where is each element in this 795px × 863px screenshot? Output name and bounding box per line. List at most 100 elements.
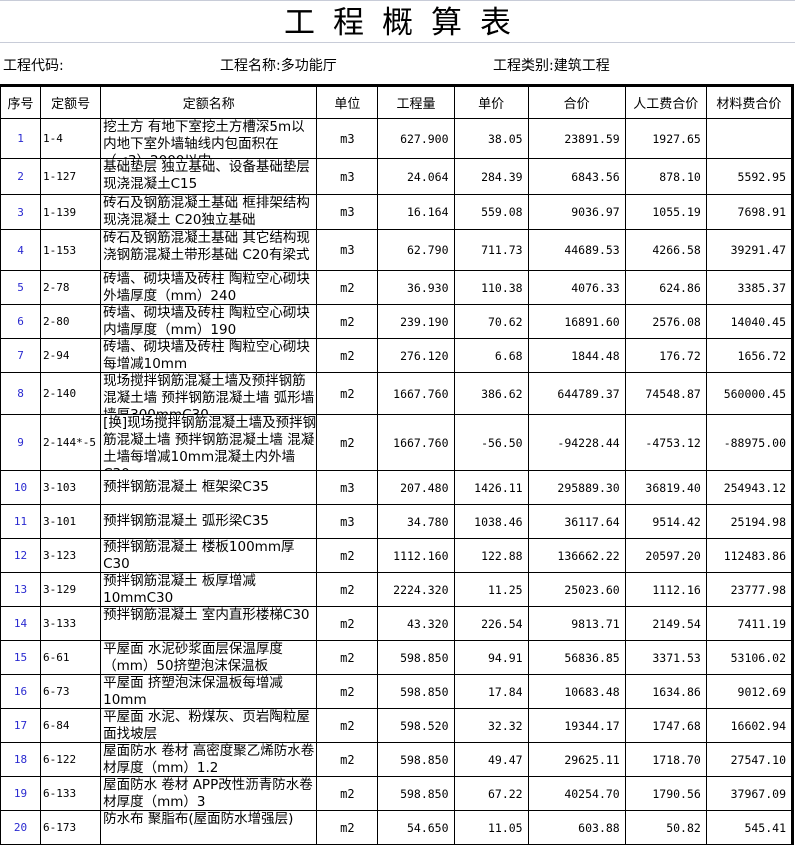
cell-name[interactable]: [换]现场搅拌钢筋混凝土墙及预拌钢筋混凝土墙 预拌钢筋混凝土墙 混凝土墙每增减1… <box>100 414 318 471</box>
cell-price[interactable]: 17.84 <box>453 674 529 709</box>
cell-seq[interactable]: 4 <box>0 229 42 271</box>
cell-unit[interactable]: m2 <box>316 674 379 709</box>
cell-code[interactable]: 6-173 <box>40 810 102 845</box>
cell-qty[interactable]: 43.320 <box>377 606 455 641</box>
cell-price[interactable]: 6.68 <box>453 338 529 373</box>
cell-total[interactable]: 6843.56 <box>527 158 626 195</box>
cell-seq[interactable]: 16 <box>0 674 42 709</box>
cell-qty[interactable]: 598.850 <box>377 640 455 675</box>
cell-unit[interactable]: m2 <box>316 372 379 415</box>
cell-material[interactable]: 27547.10 <box>705 742 794 777</box>
cell-seq[interactable]: 15 <box>0 640 42 675</box>
cell-seq[interactable]: 9 <box>0 414 42 471</box>
cell-seq[interactable]: 10 <box>0 470 42 505</box>
cell-seq[interactable]: 19 <box>0 776 42 811</box>
cell-code[interactable]: 6-84 <box>40 708 102 743</box>
cell-unit[interactable]: m3 <box>316 229 379 271</box>
cell-unit[interactable]: m3 <box>316 194 379 230</box>
cell-code[interactable]: 1-153 <box>40 229 102 271</box>
cell-labor[interactable]: 3371.53 <box>624 640 707 675</box>
cell-name[interactable]: 预拌钢筋混凝土 框架梁C35 <box>100 470 318 505</box>
cell-qty[interactable]: 207.480 <box>377 470 455 505</box>
cell-total[interactable]: 136662.22 <box>527 538 626 573</box>
cell-seq[interactable]: 7 <box>0 338 42 373</box>
cell-unit[interactable]: m3 <box>316 118 379 159</box>
cell-seq[interactable]: 18 <box>0 742 42 777</box>
cell-unit[interactable]: m2 <box>316 572 379 607</box>
cell-labor[interactable]: 624.86 <box>624 270 707 305</box>
cell-labor[interactable]: 1112.16 <box>624 572 707 607</box>
cell-total[interactable]: 56836.85 <box>527 640 626 675</box>
cell-price[interactable]: 386.62 <box>453 372 529 415</box>
cell-total[interactable]: 10683.48 <box>527 674 626 709</box>
cell-material[interactable]: 53106.02 <box>705 640 794 675</box>
cell-name[interactable]: 基础垫层 独立基础、设备基础垫层现浇混凝土C15 <box>100 158 318 195</box>
cell-material[interactable]: 39291.47 <box>705 229 794 271</box>
cell-total[interactable]: 36117.64 <box>527 504 626 539</box>
cell-code[interactable]: 3-129 <box>40 572 102 607</box>
cell-price[interactable]: 11.25 <box>453 572 529 607</box>
cell-qty[interactable]: 54.650 <box>377 810 455 845</box>
cell-name[interactable]: 挖土方 有地下室挖土方槽深5m以内地下室外墙轴线内包面积在（≤3）2000以内 <box>100 118 318 159</box>
cell-price[interactable]: 226.54 <box>453 606 529 641</box>
cell-qty[interactable]: 598.850 <box>377 674 455 709</box>
cell-code[interactable]: 6-133 <box>40 776 102 811</box>
cell-material[interactable]: 23777.98 <box>705 572 794 607</box>
cell-name[interactable]: 预拌钢筋混凝土 室内直形楼梯C30 <box>100 606 318 641</box>
cell-material[interactable]: 7411.19 <box>705 606 794 641</box>
cell-material[interactable]: 7698.91 <box>705 194 794 230</box>
cell-material[interactable]: 16602.94 <box>705 708 794 743</box>
cell-material[interactable]: 1656.72 <box>705 338 794 373</box>
cell-code[interactable]: 3-123 <box>40 538 102 573</box>
cell-price[interactable]: 49.47 <box>453 742 529 777</box>
cell-price[interactable]: 284.39 <box>453 158 529 195</box>
cell-price[interactable]: 32.32 <box>453 708 529 743</box>
cell-code[interactable]: 2-144*-5 <box>40 414 102 471</box>
cell-labor[interactable]: -4753.12 <box>624 414 707 471</box>
cell-name[interactable]: 平屋面 挤塑泡沫保温板每增减10mm <box>100 674 318 709</box>
cell-material[interactable]: 37967.09 <box>705 776 794 811</box>
cell-qty[interactable]: 627.900 <box>377 118 455 159</box>
cell-price[interactable]: 70.62 <box>453 304 529 339</box>
cell-material[interactable]: 3385.37 <box>705 270 794 305</box>
cell-name[interactable]: 预拌钢筋混凝土 楼板100mm厚C30 <box>100 538 318 573</box>
cell-name[interactable]: 砖墙、砌块墙及砖柱 陶粒空心砌块内墙厚度（mm）190 <box>100 304 318 339</box>
cell-total[interactable]: 603.88 <box>527 810 626 845</box>
cell-qty[interactable]: 598.850 <box>377 776 455 811</box>
cell-name[interactable]: 砖石及钢筋混凝土基础 其它结构现浇钢筋混凝土带形基础 C20有梁式 <box>100 229 318 271</box>
cell-unit[interactable]: m2 <box>316 810 379 845</box>
cell-code[interactable]: 1-4 <box>40 118 102 159</box>
cell-qty[interactable]: 1667.760 <box>377 414 455 471</box>
cell-total[interactable]: 644789.37 <box>527 372 626 415</box>
cell-name[interactable]: 砖墙、砌块墙及砖柱 陶粒空心砌块每增减10mm <box>100 338 318 373</box>
cell-labor[interactable]: 878.10 <box>624 158 707 195</box>
cell-labor[interactable]: 1718.70 <box>624 742 707 777</box>
cell-seq[interactable]: 2 <box>0 158 42 195</box>
cell-material[interactable]: 560000.45 <box>705 372 794 415</box>
cell-price[interactable]: 559.08 <box>453 194 529 230</box>
cell-seq[interactable]: 3 <box>0 194 42 230</box>
cell-labor[interactable]: 2576.08 <box>624 304 707 339</box>
cell-code[interactable]: 2-140 <box>40 372 102 415</box>
cell-labor[interactable]: 2149.54 <box>624 606 707 641</box>
cell-qty[interactable]: 239.190 <box>377 304 455 339</box>
cell-code[interactable]: 3-101 <box>40 504 102 539</box>
cell-total[interactable]: 295889.30 <box>527 470 626 505</box>
cell-price[interactable]: 94.91 <box>453 640 529 675</box>
cell-name[interactable]: 平屋面 水泥、粉煤灰、页岩陶粒屋面找坡层 <box>100 708 318 743</box>
cell-qty[interactable]: 62.790 <box>377 229 455 271</box>
cell-qty[interactable]: 2224.320 <box>377 572 455 607</box>
cell-material[interactable]: 254943.12 <box>705 470 794 505</box>
cell-unit[interactable]: m2 <box>316 606 379 641</box>
cell-labor[interactable]: 20597.20 <box>624 538 707 573</box>
cell-name[interactable]: 砖墙、砌块墙及砖柱 陶粒空心砌块外墙厚度（mm）240 <box>100 270 318 305</box>
cell-qty[interactable]: 598.850 <box>377 742 455 777</box>
cell-unit[interactable]: m2 <box>316 742 379 777</box>
cell-labor[interactable]: 1634.86 <box>624 674 707 709</box>
cell-material[interactable]: 9012.69 <box>705 674 794 709</box>
cell-qty[interactable]: 598.520 <box>377 708 455 743</box>
cell-material[interactable] <box>705 118 794 159</box>
cell-seq[interactable]: 20 <box>0 810 42 845</box>
cell-qty[interactable]: 16.164 <box>377 194 455 230</box>
cell-qty[interactable]: 1667.760 <box>377 372 455 415</box>
